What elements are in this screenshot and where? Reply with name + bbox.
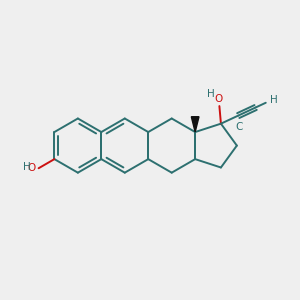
Text: H: H: [207, 89, 215, 99]
Text: H: H: [271, 95, 278, 105]
Text: C: C: [235, 122, 242, 132]
Text: H: H: [23, 162, 31, 172]
Text: O: O: [28, 163, 36, 173]
Text: O: O: [214, 94, 222, 104]
Polygon shape: [191, 117, 199, 132]
